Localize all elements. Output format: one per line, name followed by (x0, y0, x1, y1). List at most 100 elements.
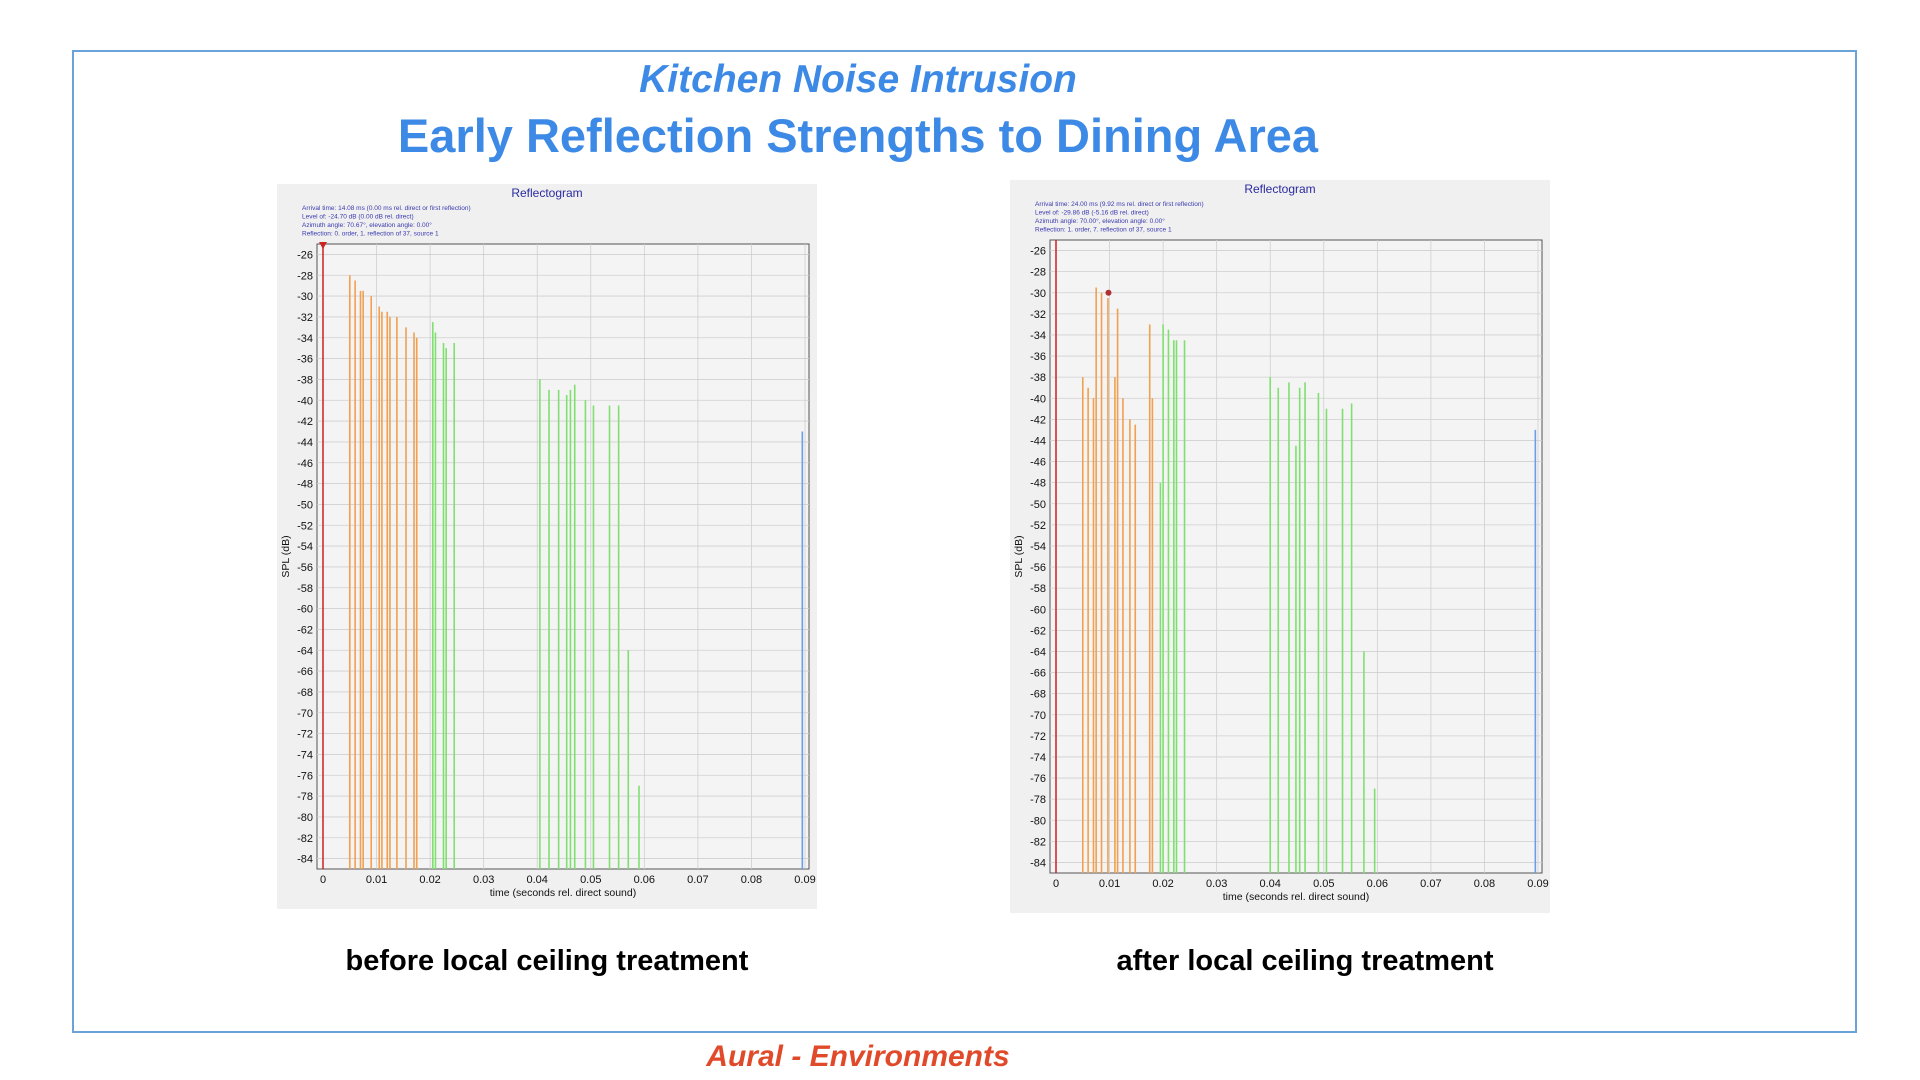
x-tick-label: 0.02 (419, 874, 440, 886)
y-tick-label: -34 (1030, 330, 1046, 342)
y-tick-label: -82 (1030, 836, 1046, 848)
y-tick-label: -52 (1030, 520, 1046, 532)
y-tick-label: -66 (1030, 668, 1046, 680)
x-tick-label: 0.05 (1313, 878, 1334, 890)
y-tick-label: -26 (297, 249, 313, 261)
y-tick-label: -62 (297, 624, 313, 636)
info-line: Azimuth angle: 70.00°, elevation angle: … (1035, 217, 1165, 225)
info-line: Reflection: 0. order, 1. reflection of 3… (302, 231, 439, 238)
y-tick-label: -26 (1030, 246, 1046, 258)
x-tick-label: 0 (1053, 878, 1059, 890)
selection-marker (319, 242, 327, 249)
y-tick-label: -80 (297, 812, 313, 824)
x-tick-label: 0.09 (794, 874, 815, 886)
reflectogram-svg: Reflectogram Arrival time: 24.00 ms (9.92… (1013, 182, 1549, 903)
y-tick-label: -38 (297, 374, 313, 386)
y-tick-label: -30 (1030, 288, 1046, 300)
chart-title: Reflectogram (511, 186, 582, 200)
y-tick-label: -56 (297, 562, 313, 574)
x-tick-label: 0.02 (1152, 878, 1173, 890)
x-tick-label: 0.09 (1527, 878, 1548, 890)
y-tick-label: -44 (1030, 435, 1046, 447)
caption-before: before local ceiling treatment (345, 945, 749, 977)
x-tick-label: 0.05 (580, 874, 601, 886)
y-tick-label: -78 (1030, 794, 1046, 806)
y-tick-label: -84 (1030, 857, 1046, 869)
y-axis-label: SPL (dB) (280, 535, 292, 577)
x-tick-label: 0.06 (1367, 878, 1388, 890)
y-tick-label: -70 (1030, 710, 1046, 722)
y-tick-label: -84 (297, 854, 313, 866)
x-tick-label: 0.07 (687, 874, 708, 886)
x-tick-label: 0.08 (1474, 878, 1495, 890)
y-tick-label: -56 (1030, 562, 1046, 574)
y-tick-label: -60 (1030, 604, 1046, 616)
reflectogram-before: Reflectogram Arrival time: 14.08 ms (0.00… (277, 184, 817, 909)
y-tick-label: -76 (1030, 773, 1046, 785)
y-tick-label: -68 (1030, 689, 1046, 701)
selection-marker (1105, 289, 1112, 296)
y-tick-label: -78 (297, 791, 313, 803)
x-tick-label: 0.01 (366, 874, 387, 886)
chart-title: Reflectogram (1244, 182, 1315, 196)
slide-frame (72, 50, 1857, 1033)
y-tick-label: -64 (297, 645, 313, 657)
x-tick-label: 0.07 (1420, 878, 1441, 890)
y-tick-label: -76 (297, 770, 313, 782)
caption-after: after local ceiling treatment (1116, 945, 1494, 977)
y-tick-label: -28 (297, 270, 313, 282)
x-axis-label: time (seconds rel. direct sound) (1223, 891, 1369, 903)
x-tick-label: 0.04 (527, 874, 548, 886)
plot-area (316, 243, 810, 870)
y-tick-label: -30 (297, 291, 313, 303)
y-tick-label: -48 (1030, 478, 1046, 490)
y-tick-label: -64 (1030, 646, 1046, 658)
footer-brand: Aural - Environments (706, 1040, 1010, 1073)
x-tick-label: 0.06 (634, 874, 655, 886)
y-tick-label: -50 (297, 499, 313, 511)
y-tick-label: -74 (1030, 752, 1046, 764)
slide-title: Early Reflection Strengths to Dining Are… (397, 109, 1319, 162)
y-tick-label: -54 (297, 541, 313, 553)
y-tick-label: -42 (1030, 414, 1046, 426)
y-tick-label: -32 (297, 312, 313, 324)
y-tick-label: -40 (297, 395, 313, 407)
x-tick-label: 0.03 (473, 874, 494, 886)
y-tick-label: -52 (297, 520, 313, 532)
y-tick-label: -36 (297, 354, 313, 366)
y-tick-label: -40 (1030, 393, 1046, 405)
slide-subtitle: Kitchen Noise Intrusion (639, 58, 1077, 101)
info-line: Azimuth angle: 70.67°, elevation angle: … (302, 221, 432, 229)
x-tick-label: 0.03 (1206, 878, 1227, 890)
info-line: Arrival time: 24.00 ms (9.92 ms rel. dir… (1035, 201, 1204, 208)
y-tick-label: -46 (1030, 457, 1046, 469)
y-tick-label: -32 (1030, 309, 1046, 321)
y-tick-label: -28 (1030, 267, 1046, 279)
y-tick-label: -80 (1030, 815, 1046, 827)
x-tick-label: 0 (320, 874, 326, 886)
y-tick-label: -50 (1030, 499, 1046, 511)
y-tick-label: -46 (297, 458, 313, 470)
y-tick-label: -72 (297, 729, 313, 741)
y-tick-label: -38 (1030, 372, 1046, 384)
y-tick-label: -82 (297, 833, 313, 845)
reflectogram-svg: Reflectogram Arrival time: 14.08 ms (0.00… (280, 186, 816, 899)
y-tick-label: -58 (1030, 583, 1046, 595)
y-tick-label: -54 (1030, 541, 1046, 553)
x-tick-label: 0.04 (1260, 878, 1281, 890)
info-line: Level of: -24.70 dB (0.00 dB rel. direct… (302, 214, 414, 221)
y-tick-label: -70 (297, 708, 313, 720)
x-tick-label: 0.08 (741, 874, 762, 886)
info-line: Arrival time: 14.08 ms (0.00 ms rel. dir… (302, 205, 471, 212)
y-axis-label: SPL (dB) (1013, 535, 1025, 577)
y-tick-label: -72 (1030, 731, 1046, 743)
y-tick-label: -36 (1030, 351, 1046, 363)
y-tick-label: -58 (297, 583, 313, 595)
x-tick-label: 0.01 (1099, 878, 1120, 890)
x-axis-label: time (seconds rel. direct sound) (490, 887, 636, 899)
y-tick-label: -68 (297, 687, 313, 699)
y-tick-label: -42 (297, 416, 313, 428)
y-tick-label: -66 (297, 666, 313, 678)
y-tick-label: -60 (297, 604, 313, 616)
y-tick-label: -62 (1030, 625, 1046, 637)
